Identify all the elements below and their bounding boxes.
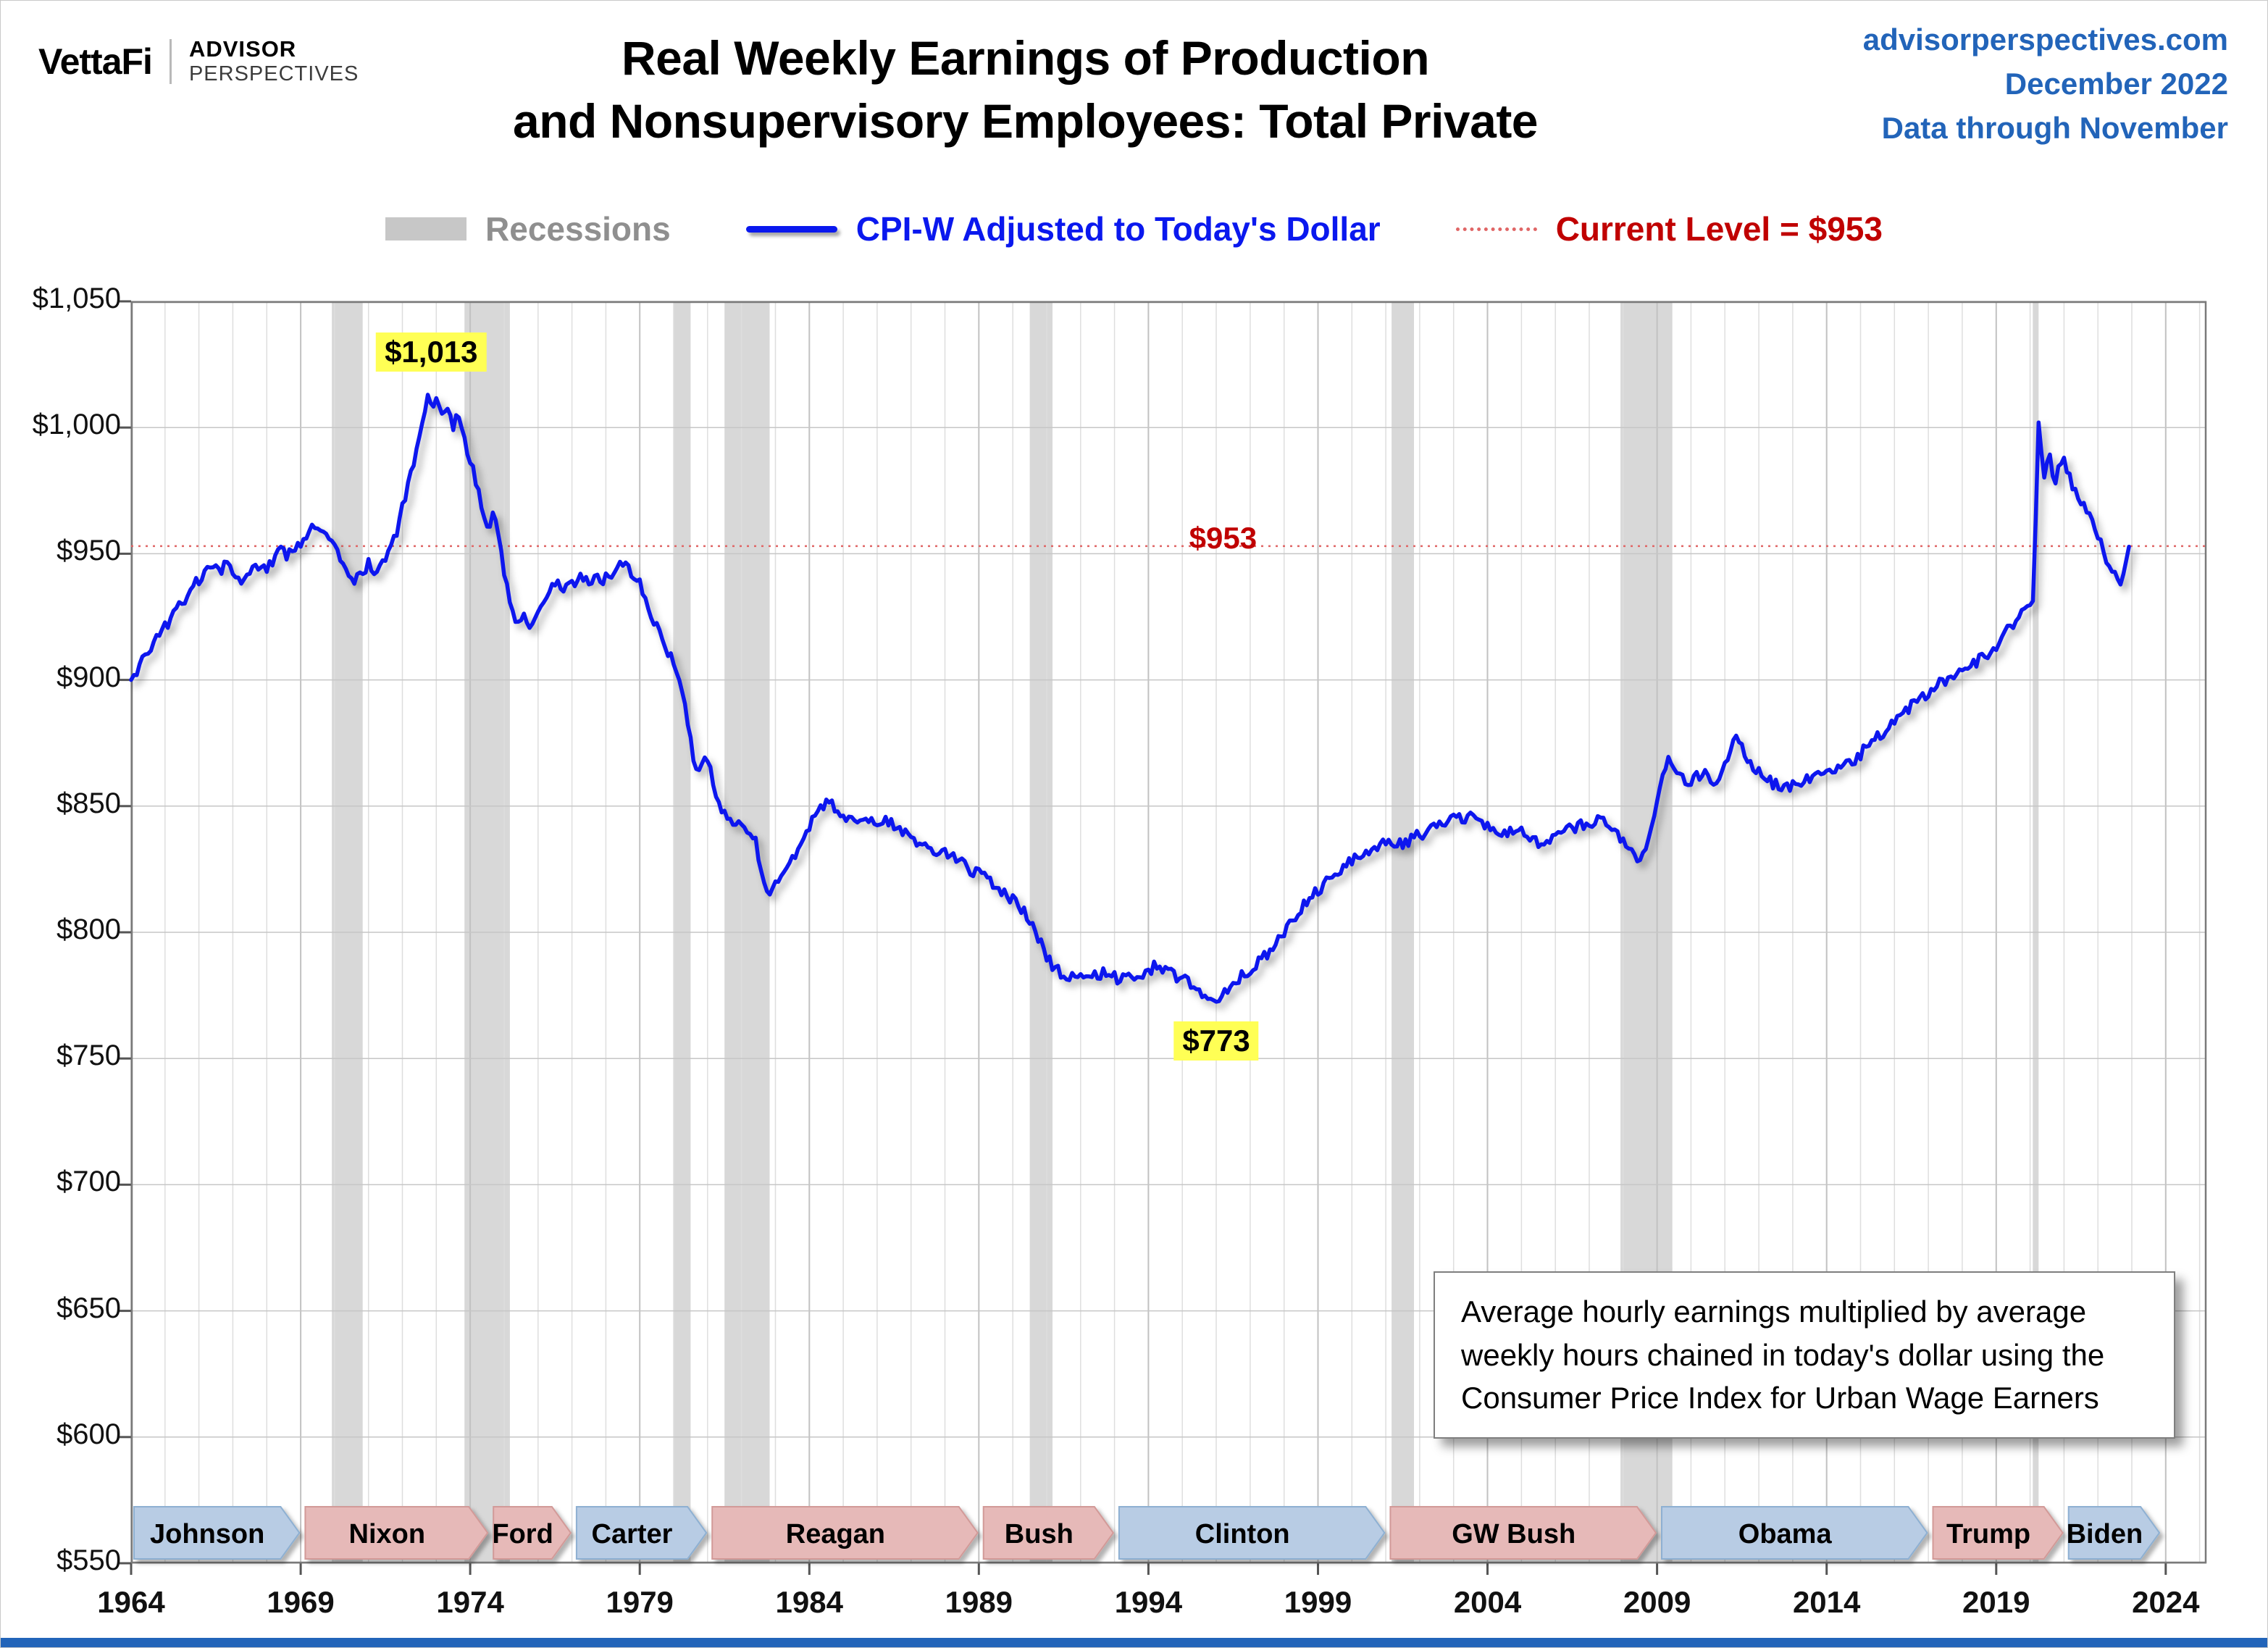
publish-date: December 2022 [2004, 66, 2228, 101]
president-label: Reagan [786, 1519, 885, 1549]
legend-series-label: CPI-W Adjusted to Today's Dollar [855, 210, 1381, 248]
y-axis-label: $750 [57, 1040, 121, 1072]
legend-recessions-label: Recessions [485, 210, 671, 248]
vettafi-wordmark: VettaFi [38, 41, 153, 82]
peak-annotation: $1,013 [376, 332, 487, 372]
x-axis-label: 1989 [945, 1585, 1013, 1619]
y-axis-label: $550 [57, 1544, 121, 1576]
y-axis-label: $650 [57, 1292, 121, 1324]
y-axis-label: $900 [57, 661, 121, 693]
y-axis-label: $800 [57, 913, 121, 945]
president-label: Nixon [349, 1519, 426, 1549]
president-banner-carter [575, 1506, 708, 1560]
recession-swatch [385, 217, 467, 240]
president-label: Trump [1946, 1519, 2030, 1549]
x-axis-label: 2014 [1792, 1585, 1861, 1619]
x-axis-label: 2019 [1962, 1585, 2030, 1619]
president-label: GW Bush [1452, 1519, 1576, 1549]
president-banner-reagan [711, 1506, 979, 1560]
chart-title: Real Weekly Earnings of Production and N… [290, 27, 1760, 153]
vettafi-logo: VettaFi ADVISOR PERSPECTIVES [38, 36, 359, 85]
y-axis-label: $950 [57, 535, 121, 567]
president-banner-bush [982, 1506, 1115, 1560]
logo-divider [169, 38, 172, 84]
president-label: Clinton [1195, 1519, 1290, 1549]
x-axis-label: 1974 [436, 1585, 504, 1619]
president-banner-gw-bush [1389, 1506, 1657, 1560]
x-axis-label: 1999 [1284, 1585, 1352, 1619]
president-label: Bush [1005, 1519, 1074, 1549]
footer-bar [1, 1638, 2267, 1647]
president-banner-johnson [133, 1506, 301, 1560]
current-level-swatch [1455, 227, 1537, 231]
chart-title-line2: and Nonsupervisory Employees: Total Priv… [512, 94, 1539, 149]
president-banner-ford [493, 1506, 572, 1560]
x-axis-label: 1984 [775, 1585, 843, 1619]
y-axis-label: $1,000 [32, 409, 121, 441]
y-axis-label: $1,050 [32, 283, 121, 314]
x-axis-label: 2004 [1453, 1585, 1522, 1619]
president-banners: Johnson Nixon Ford Carter Reagan Bush Clinton G… [133, 1506, 2161, 1560]
chart-title-line1: Real Weekly Earnings of Production [621, 31, 1430, 85]
legend-item-recessions: Recessions [385, 209, 671, 248]
trough-annotation: $773 [1173, 1021, 1259, 1061]
methodology-note: Average hourly earnings multiplied by av… [1434, 1271, 2175, 1439]
legend-current-label: Current Level = $953 [1555, 210, 1883, 248]
legend-item-current-level: Current Level = $953 [1455, 209, 1883, 248]
current-level-annotation: $953 [1189, 521, 1258, 556]
president-banner-biden [2067, 1506, 2161, 1560]
president-label: Biden [2067, 1519, 2143, 1549]
y-axis-label: $700 [57, 1166, 121, 1198]
president-banner-nixon [304, 1506, 489, 1560]
advisor-perspectives-wordmark: ADVISOR PERSPECTIVES [188, 36, 359, 85]
series-line-swatch [745, 225, 837, 233]
x-axis-label: 1969 [267, 1585, 335, 1619]
legend-item-series: CPI-W Adjusted to Today's Dollar [745, 209, 1381, 248]
logo-perspectives-text: PERSPECTIVES [188, 62, 359, 85]
plot-border [130, 301, 2207, 1564]
x-axis-label: 2009 [1623, 1585, 1691, 1619]
president-label: Carter [592, 1519, 673, 1549]
president-label: Obama [1738, 1519, 1833, 1549]
x-axis-label: 1964 [97, 1585, 165, 1619]
president-label: Johnson [150, 1519, 264, 1549]
president-banner-obama [1661, 1506, 1928, 1560]
y-axis-label: $600 [57, 1418, 121, 1450]
earnings-line [129, 393, 2131, 1004]
president-banner-trump [1932, 1506, 2064, 1560]
x-axis-label: 2024 [2132, 1585, 2200, 1619]
x-axis-label: 1994 [1114, 1585, 1183, 1619]
president-banner-clinton [1118, 1506, 1386, 1560]
data-through: Data through November [1881, 110, 2228, 145]
legend: Recessions CPI-W Adjusted to Today's Dol… [1, 209, 2267, 248]
source-block: advisorperspectives.com December 2022 Da… [1863, 18, 2228, 151]
x-axis-label: 1979 [606, 1585, 674, 1619]
logo-advisor-text: ADVISOR [188, 36, 297, 62]
president-label: Ford [492, 1519, 553, 1549]
source-url[interactable]: advisorperspectives.com [1862, 22, 2228, 57]
y-axis-label: $850 [57, 787, 121, 819]
